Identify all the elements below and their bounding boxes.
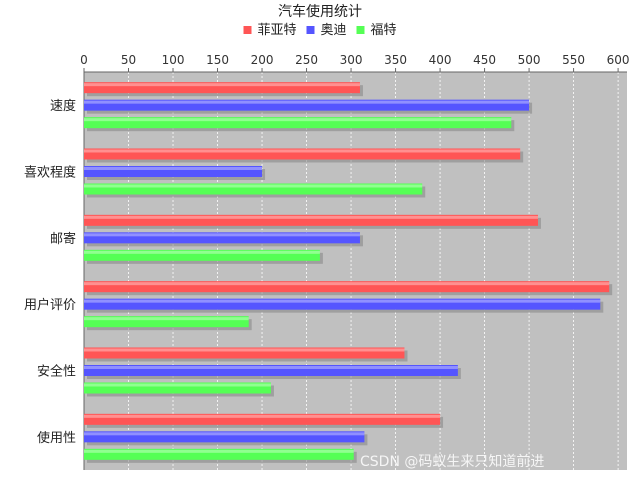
category-label: 喜欢程度: [24, 165, 76, 181]
bar-highlight: [84, 149, 521, 153]
bar: [84, 117, 512, 129]
legend-swatch: [243, 26, 252, 34]
bar: [84, 413, 441, 425]
x-tick-label: 600: [607, 53, 630, 67]
bar-highlight: [84, 366, 458, 369]
legend: 菲亚特 奥迪 福特: [243, 23, 397, 38]
bar-highlight: [84, 282, 610, 286]
bar: [84, 183, 423, 195]
bar-highlight: [84, 118, 512, 122]
bar-highlight: [84, 414, 441, 418]
legend-label: 菲亚特: [258, 23, 297, 38]
bar: [84, 232, 360, 244]
bar-highlight: [84, 317, 249, 321]
x-tick-label: 200: [251, 53, 274, 67]
bar-highlight: [84, 184, 423, 188]
x-tick-label: 550: [562, 53, 585, 67]
bar: [84, 298, 601, 310]
watermark: CSDN @码蚁生来只知道前进: [360, 453, 544, 470]
x-tick-label: 0: [80, 53, 88, 67]
bars: [84, 82, 613, 463]
category-label: 速度: [50, 98, 76, 114]
x-tick-label: 300: [340, 53, 363, 67]
legend-label: 福特: [371, 23, 397, 38]
bar-highlight: [84, 233, 360, 237]
x-tick-label: 250: [295, 53, 318, 67]
bar-highlight: [84, 383, 271, 387]
bar: [84, 316, 249, 328]
bar: [84, 214, 538, 226]
x-tick-label: 50: [121, 53, 136, 67]
x-tick-label: 400: [429, 53, 452, 67]
bar-highlight: [84, 432, 365, 436]
x-axis: 0 50 100 150 200 250 300 350 400 450 500 550 600: [80, 53, 630, 470]
bar-highlight: [84, 348, 405, 352]
category-label: 邮寄: [50, 231, 76, 247]
plot-area: [84, 72, 627, 470]
x-tick-label: 500: [518, 53, 541, 67]
category-label: 用户评价: [24, 297, 76, 313]
bar: [84, 281, 610, 293]
x-tick-label: 350: [384, 53, 407, 67]
x-tick-label: 450: [473, 53, 496, 67]
category-label: 使用性: [37, 430, 76, 446]
bar-highlight: [84, 250, 320, 254]
bar: [84, 148, 521, 160]
x-tick-label: 150: [206, 53, 229, 67]
bar: [84, 448, 354, 460]
bar: [84, 99, 530, 111]
bar-highlight: [84, 449, 354, 453]
bar: [84, 347, 405, 359]
bar: [84, 249, 320, 261]
bar-highlight: [84, 167, 263, 170]
category-label: 安全性: [37, 364, 76, 380]
bar-highlight: [84, 100, 530, 104]
bar: [84, 82, 360, 94]
bar: [84, 382, 271, 394]
legend-swatch: [306, 26, 315, 34]
bar: [84, 166, 263, 177]
bar-highlight: [84, 299, 601, 303]
bar-highlight: [84, 215, 538, 219]
legend-swatch: [356, 26, 365, 34]
chart-title: 汽车使用统计: [278, 3, 362, 20]
legend-label: 奥迪: [321, 23, 347, 38]
x-tick-label: 100: [162, 53, 185, 67]
bar: [84, 365, 458, 376]
bar-highlight: [84, 83, 360, 87]
bar: [84, 431, 365, 443]
